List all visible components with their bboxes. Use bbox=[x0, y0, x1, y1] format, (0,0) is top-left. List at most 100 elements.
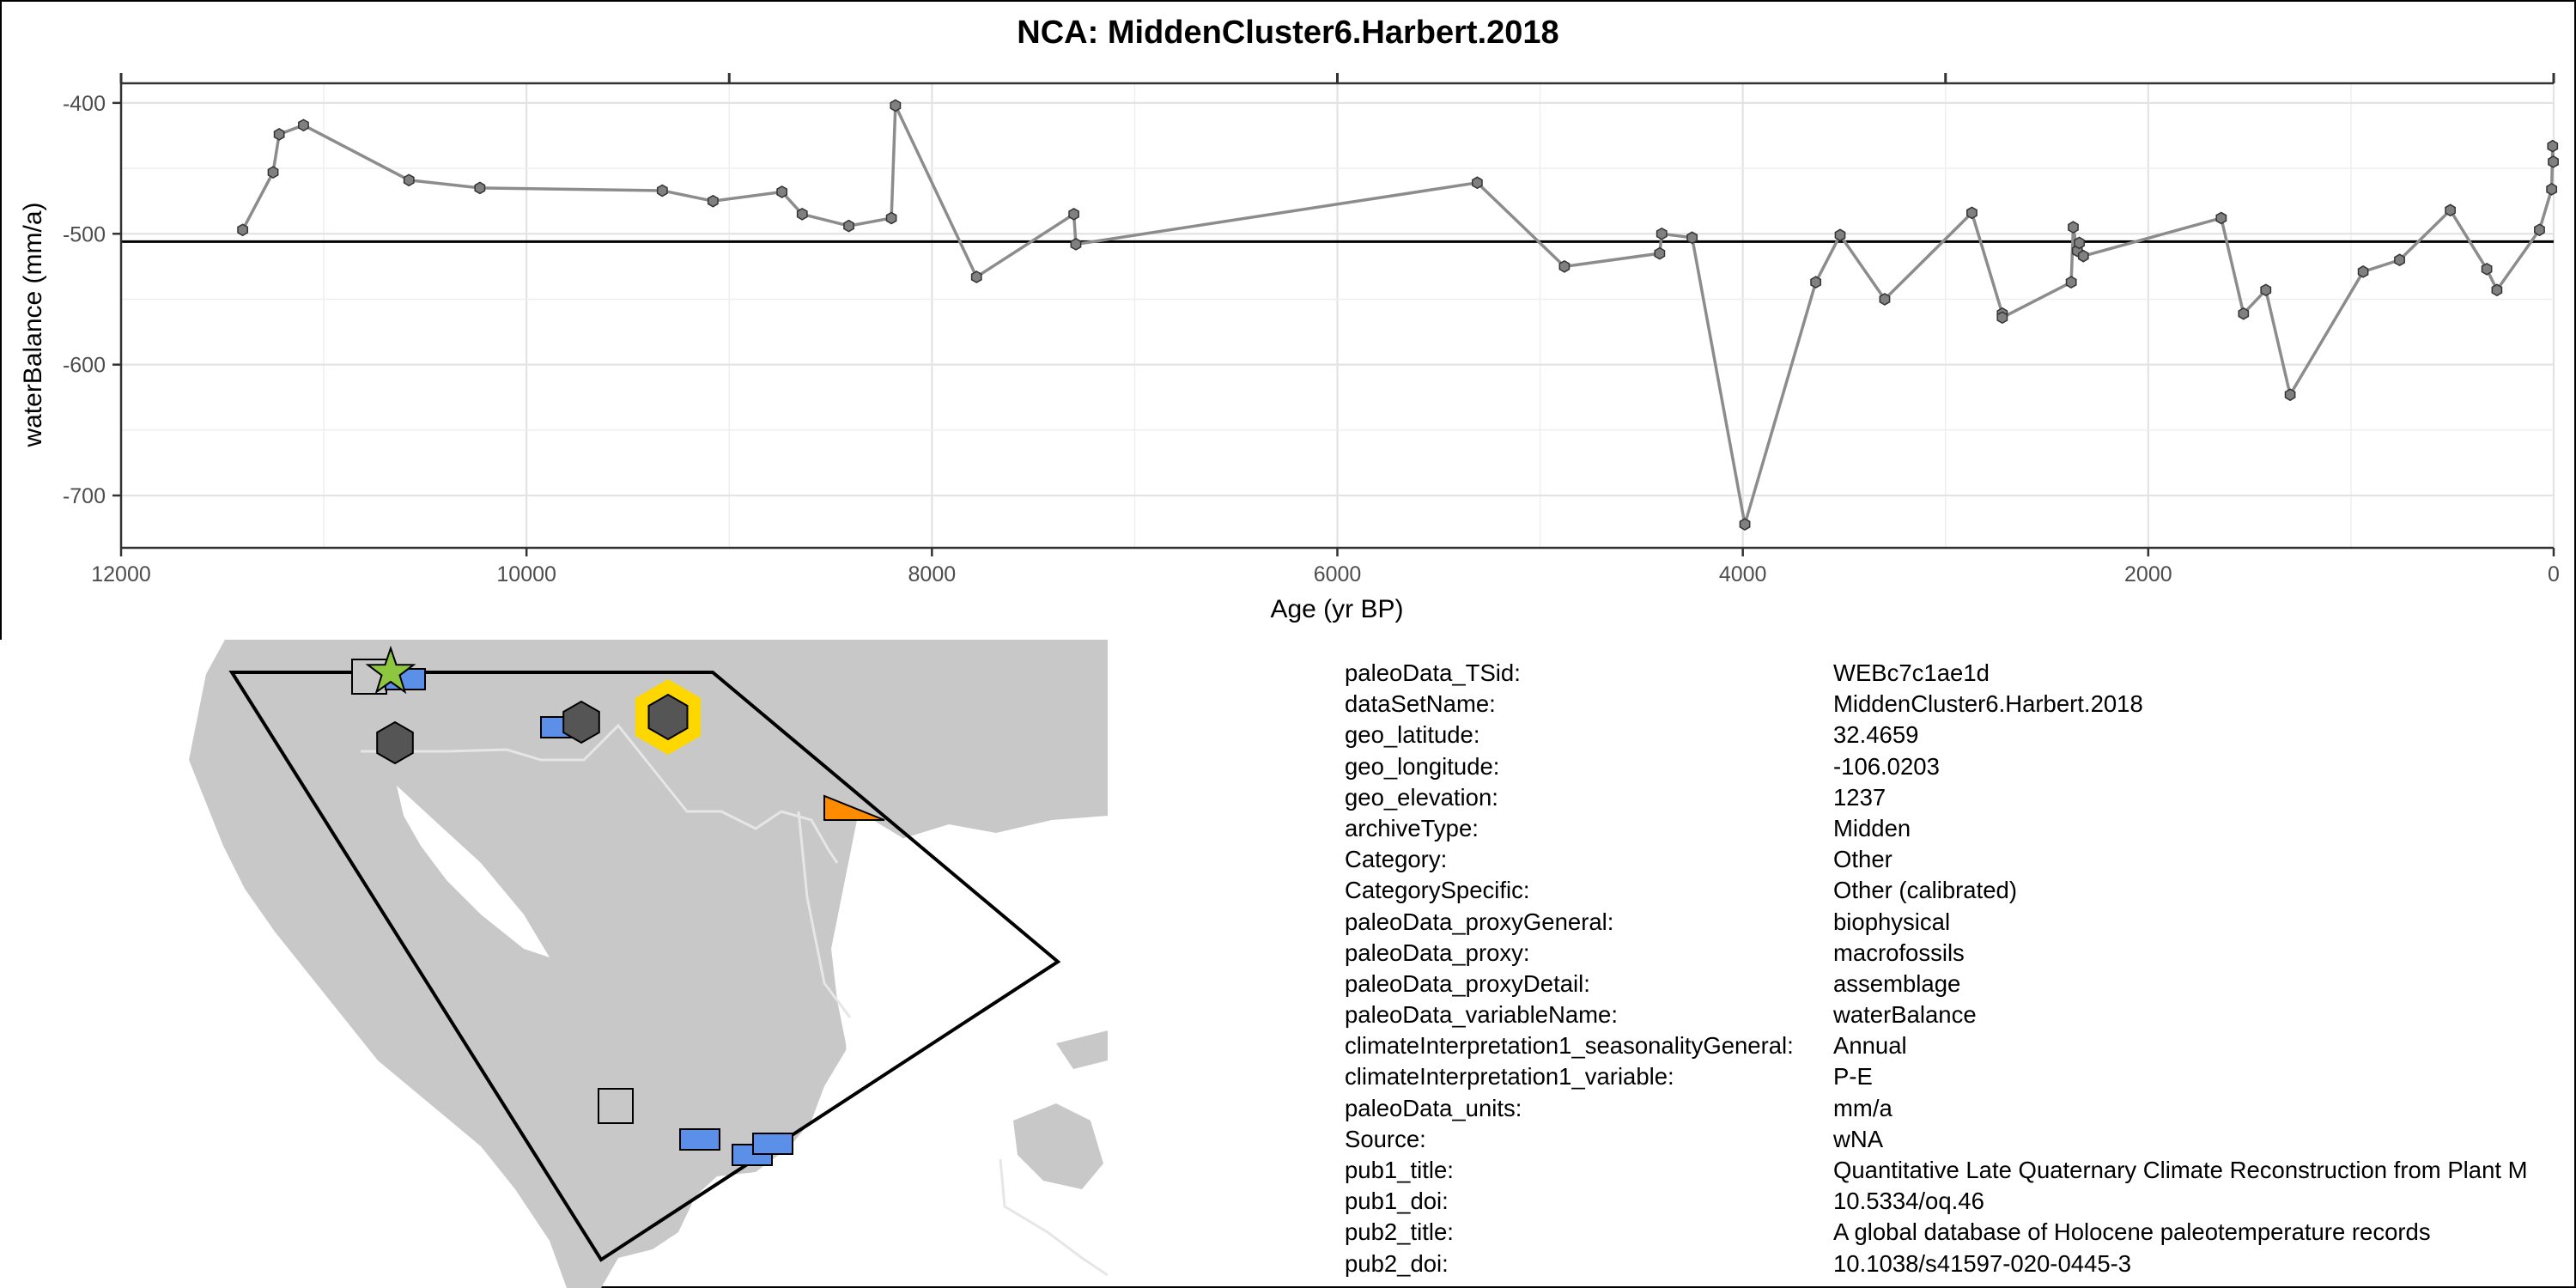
metadata-key: geo_latitude: bbox=[1345, 721, 1480, 749]
series-line bbox=[241, 104, 2555, 526]
data-point bbox=[2491, 283, 2503, 297]
y-tick-label: -400 bbox=[63, 92, 106, 116]
metadata-key: pub2_doi: bbox=[1345, 1249, 1449, 1277]
metadata-key: Source: bbox=[1345, 1125, 1426, 1152]
series-layer bbox=[237, 99, 2559, 531]
data-point bbox=[1472, 176, 1483, 190]
metadata-value: Other (calibrated) bbox=[1833, 877, 2017, 904]
metadata-value: Quantitative Late Quaternary Climate Rec… bbox=[1833, 1157, 2528, 1183]
data-point bbox=[2077, 249, 2089, 263]
data-point bbox=[2238, 307, 2250, 320]
data-point bbox=[2481, 263, 2493, 276]
data-point bbox=[1558, 260, 1571, 273]
metadata-key: climateInterpretation1_variable: bbox=[1345, 1063, 1674, 1091]
x-tick-label: 10000 bbox=[496, 562, 556, 586]
data-point bbox=[776, 185, 788, 198]
selected-site-marker bbox=[647, 693, 689, 741]
metadata-key: dataSetName: bbox=[1345, 690, 1496, 718]
data-point bbox=[1966, 206, 1978, 220]
metadata-key: paleoData_TSid: bbox=[1345, 659, 1521, 686]
site-marker-hexagon bbox=[376, 720, 414, 765]
data-point bbox=[1686, 231, 1698, 245]
data-point bbox=[267, 166, 279, 179]
gulf-of-california bbox=[397, 786, 550, 957]
texas-border bbox=[797, 811, 852, 1018]
metadata-key: paleoData_proxyDetail: bbox=[1345, 969, 1590, 997]
x-axis-label: Age (yr BP) bbox=[1270, 595, 1403, 623]
data-point bbox=[298, 118, 309, 132]
x-tick-label: 2000 bbox=[2124, 562, 2172, 586]
data-point bbox=[2445, 204, 2456, 217]
baja-california bbox=[359, 640, 416, 914]
data-point bbox=[1070, 238, 1082, 251]
data-point bbox=[2065, 276, 2077, 289]
metadata-value: 32.4659 bbox=[1833, 721, 1919, 749]
metadata-value: Annual bbox=[1833, 1032, 1907, 1060]
metadata-value: A global database of Holocene paleotempe… bbox=[1833, 1218, 2431, 1246]
data-point bbox=[2284, 388, 2296, 402]
data-point bbox=[2260, 283, 2272, 297]
metadata-value: WEBc7c1ae1d bbox=[1833, 659, 1990, 686]
metadata-key: pub1_title: bbox=[1345, 1157, 1454, 1183]
x-tick-label: 6000 bbox=[1314, 562, 1362, 586]
central-america-border bbox=[999, 1158, 1108, 1277]
metadata-key: paleoData_proxy: bbox=[1345, 939, 1530, 966]
x-tick-label: 8000 bbox=[908, 562, 957, 586]
y-tick-label: -600 bbox=[63, 354, 106, 378]
metadata-key: archiveType: bbox=[1345, 814, 1479, 841]
metadata-key: CategorySpecific: bbox=[1345, 877, 1530, 904]
site-markers bbox=[351, 645, 885, 1166]
x-tick-label: 12000 bbox=[91, 562, 151, 586]
data-point bbox=[2394, 253, 2405, 267]
data-point bbox=[474, 181, 486, 195]
y-tick-label: -500 bbox=[63, 222, 106, 246]
metadata-value: wNA bbox=[1833, 1125, 1884, 1152]
metadata-value: mm/a bbox=[1833, 1094, 1893, 1121]
data-point bbox=[237, 223, 249, 237]
x-tick-label: 0 bbox=[2548, 562, 2560, 586]
data-point bbox=[656, 184, 668, 197]
pacific-ocean bbox=[0, 640, 567, 1288]
metadata-key: paleoData_variableName: bbox=[1345, 1001, 1618, 1029]
yucatan bbox=[1013, 1103, 1103, 1189]
site-marker-rect bbox=[679, 1128, 720, 1151]
data-point bbox=[1810, 276, 1822, 289]
metadata-value: waterBalance bbox=[1833, 1001, 1977, 1029]
data-point bbox=[1656, 227, 1668, 240]
data-point bbox=[2068, 221, 2079, 234]
site-marker-hexagon bbox=[562, 700, 600, 744]
y-tick-label: -700 bbox=[63, 484, 106, 508]
metadata-value: 1237 bbox=[1833, 783, 1886, 811]
data-point bbox=[707, 194, 719, 208]
data-point bbox=[2546, 183, 2558, 196]
metadata-value: Other bbox=[1833, 846, 1893, 873]
metadata-value: MiddenCluster6.Harbert.2018 bbox=[1833, 690, 2143, 718]
site-marker-square bbox=[598, 1088, 634, 1124]
chart-title: NCA: MiddenCluster6.Harbert.2018 bbox=[1017, 15, 1558, 51]
metadata-value: assemblage bbox=[1833, 969, 1961, 997]
data-point bbox=[1834, 228, 1846, 242]
data-point bbox=[2074, 236, 2085, 250]
y-axis-label: waterBalance (mm/a) bbox=[19, 202, 47, 447]
metadata-value: P-E bbox=[1833, 1063, 1873, 1091]
metadata-value: 10.5334/oq.46 bbox=[1833, 1188, 1984, 1215]
data-point bbox=[890, 99, 902, 112]
data-point bbox=[885, 211, 897, 225]
metadata-value: 10.1038/s41597-020-0445-3 bbox=[1833, 1249, 2132, 1277]
site-map bbox=[0, 640, 1108, 1288]
data-point bbox=[403, 173, 415, 187]
data-point bbox=[843, 219, 854, 233]
metadata-value: biophysical bbox=[1833, 908, 1951, 935]
data-point bbox=[2215, 211, 2227, 225]
metadata-key: pub2_title: bbox=[1345, 1218, 1454, 1246]
metadata-value: Midden bbox=[1833, 814, 1911, 841]
site-marker-star bbox=[365, 645, 416, 695]
data-point bbox=[2357, 265, 2369, 278]
metadata-key: geo_elevation: bbox=[1345, 783, 1498, 811]
data-point bbox=[796, 208, 808, 221]
metadata-key: Category: bbox=[1345, 846, 1448, 873]
site-marker-rect bbox=[752, 1133, 793, 1155]
data-point bbox=[1654, 246, 1666, 260]
site-marker-triangle bbox=[823, 794, 885, 821]
metadata-value: -106.0203 bbox=[1833, 752, 1940, 780]
